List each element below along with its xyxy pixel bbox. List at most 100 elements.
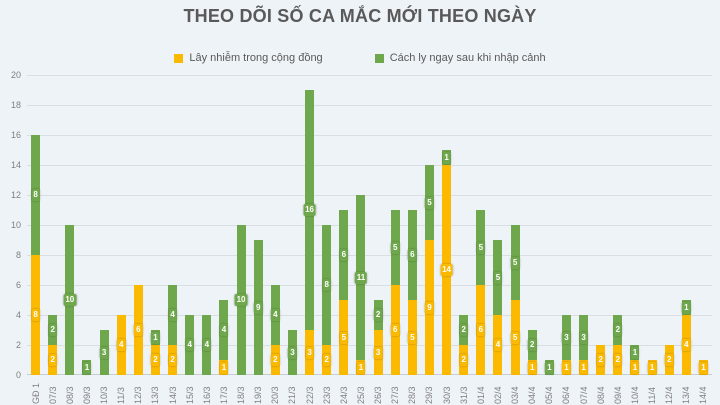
data-label: 1	[151, 331, 160, 344]
data-label: 2	[168, 354, 177, 366]
data-label: 3	[305, 346, 314, 359]
data-label: 2	[459, 354, 468, 366]
data-label: 5	[493, 271, 503, 284]
data-label: 2	[271, 354, 280, 366]
data-label: 1	[442, 151, 451, 164]
data-label: 4	[493, 339, 503, 351]
y-axis-label: 6	[15, 280, 21, 290]
gridline	[27, 195, 712, 196]
data-label: 2	[613, 324, 623, 336]
data-label: 3	[562, 331, 571, 344]
data-label: 1	[562, 361, 571, 374]
data-label: 2	[322, 354, 331, 366]
data-label: 1	[579, 361, 588, 374]
data-label: 9	[425, 301, 434, 314]
data-label: 3	[99, 346, 109, 359]
data-label: 3	[579, 331, 588, 344]
data-label: 10	[63, 294, 77, 306]
data-label: 2	[527, 339, 537, 351]
data-label: 5	[476, 241, 486, 254]
data-label: 1	[647, 361, 657, 374]
data-label: 2	[459, 324, 468, 336]
chart-title: THEO DÕI SỐ CA MẮC MỚI THEO NGÀY	[183, 6, 537, 26]
data-label: 2	[613, 354, 623, 366]
data-label: 5	[425, 196, 434, 209]
data-label: 16	[303, 204, 317, 216]
data-label: 6	[134, 324, 143, 336]
data-label: 4	[116, 339, 126, 351]
data-label: 6	[476, 324, 486, 336]
y-axis-label: 0	[15, 370, 21, 380]
y-axis-label: 18	[10, 100, 21, 110]
data-label: 4	[168, 309, 177, 321]
legend-item-community: Lây nhiễm trong cộng đồng	[174, 52, 323, 64]
data-label: 10	[234, 294, 248, 306]
y-axis-label: 20	[10, 70, 21, 80]
data-label: 2	[373, 309, 383, 321]
gridline	[27, 225, 712, 226]
data-label: 4	[202, 339, 212, 351]
chart-legend: Lây nhiễm trong cộng đồng Cách ly ngay s…	[0, 50, 720, 66]
y-axis-label: 8	[15, 250, 21, 260]
data-label: 8	[322, 279, 331, 291]
data-label: 3	[288, 346, 297, 359]
data-label: 1	[356, 361, 366, 374]
data-label: 5	[510, 331, 520, 344]
legend-swatch-community	[174, 53, 184, 63]
legend-swatch-quarantine	[374, 53, 384, 63]
data-label: 9	[253, 301, 263, 314]
data-label: 5	[390, 241, 400, 254]
gridline	[27, 75, 712, 76]
data-label: 1	[82, 361, 92, 374]
data-label: 2	[596, 354, 605, 366]
y-axis-label: 10	[10, 220, 21, 230]
data-label: 11	[354, 271, 368, 284]
legend-item-quarantine: Cách ly ngay sau khi nhập cảnh	[374, 52, 546, 64]
gridline	[27, 345, 712, 346]
gridline	[27, 285, 712, 286]
plot-area: 8 8 2 2 10 1 3 4 6 2 1 2 4 4 4 1 4 10 9 2 4 3 3 16 2 8 5 6 1 11 3 2 6 5 5 6…	[27, 75, 712, 375]
data-label: 1	[219, 361, 229, 374]
data-label: 6	[390, 324, 400, 336]
y-axis: 0 2 4 6 8 10 12 14 16 18 20	[0, 70, 24, 380]
data-label: 4	[271, 309, 280, 321]
data-label: 5	[339, 331, 349, 344]
gridline	[27, 165, 712, 166]
gridline	[27, 135, 712, 136]
data-label: 1	[527, 361, 537, 374]
data-label: 1	[630, 346, 640, 359]
data-label: 8	[31, 189, 40, 201]
data-label: 5	[408, 331, 417, 344]
gridline	[27, 315, 712, 316]
x-axis-baseline	[27, 374, 712, 375]
data-label: 4	[185, 339, 194, 351]
x-axis: GĐ 1 07/3 08/3 09/3 10/3 11/3 12/3 13/3 14/3 15/3…	[27, 376, 712, 405]
data-label: 2	[151, 354, 160, 366]
data-label: 5	[510, 256, 520, 269]
y-axis-label: 4	[15, 310, 21, 320]
y-axis-label: 2	[15, 340, 21, 350]
data-label: 4	[219, 324, 229, 336]
gridline	[27, 105, 712, 106]
data-label: 4	[682, 339, 691, 351]
y-axis-label: 12	[10, 190, 21, 200]
data-label: 3	[373, 346, 383, 359]
gridline	[27, 255, 712, 256]
data-label: 2	[664, 354, 674, 366]
data-label: 1	[630, 361, 640, 374]
data-label: 2	[48, 354, 57, 366]
data-label: 1	[545, 361, 554, 374]
legend-label-quarantine: Cách ly ngay sau khi nhập cảnh	[389, 52, 546, 64]
y-axis-label: 16	[10, 130, 21, 140]
data-label: 1	[682, 301, 691, 314]
data-label: 8	[31, 309, 40, 321]
data-label: 6	[339, 249, 349, 261]
data-label: 1	[699, 361, 708, 374]
x-axis-label: 14/4	[698, 386, 709, 404]
data-label: 14	[440, 264, 454, 276]
data-label: 6	[408, 249, 417, 261]
y-axis-label: 14	[10, 160, 21, 170]
data-label: 2	[48, 324, 57, 336]
legend-label-community: Lây nhiễm trong cộng đồng	[189, 52, 323, 64]
